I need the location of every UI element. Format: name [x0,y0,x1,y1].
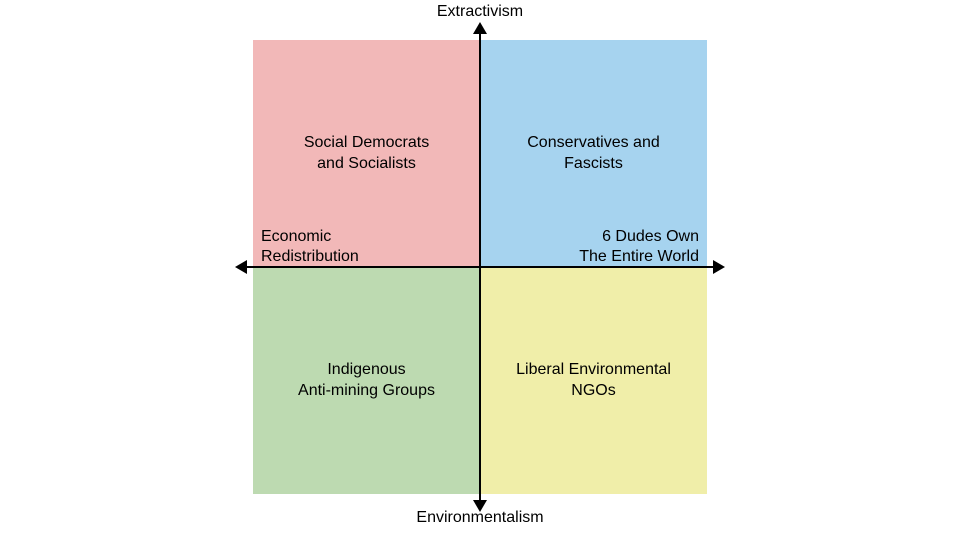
quad-bottom-right: Liberal Environmental NGOs [480,267,707,494]
axis-label-right: 6 Dudes OwnThe Entire World [579,227,699,267]
quad-top-right-label: Conservatives and Fascists [527,133,660,175]
axis-label-bottom: Environmentalism [0,508,960,528]
axis-label-top: Extractivism [0,2,960,22]
quad-bottom-left-label: Indigenous Anti-mining Groups [298,360,435,402]
political-compass-diagram: Social Democrats and Socialists Conserva… [0,0,960,540]
quad-top-left-label: Social Democrats and Socialists [304,133,429,175]
quad-bottom-left: Indigenous Anti-mining Groups [253,267,480,494]
arrow-left-icon [235,260,247,274]
arrow-right-icon [713,260,725,274]
quad-bottom-right-label: Liberal Environmental NGOs [516,360,671,402]
axis-label-left: EconomicRedistribution [261,227,359,267]
arrow-up-icon [473,22,487,34]
